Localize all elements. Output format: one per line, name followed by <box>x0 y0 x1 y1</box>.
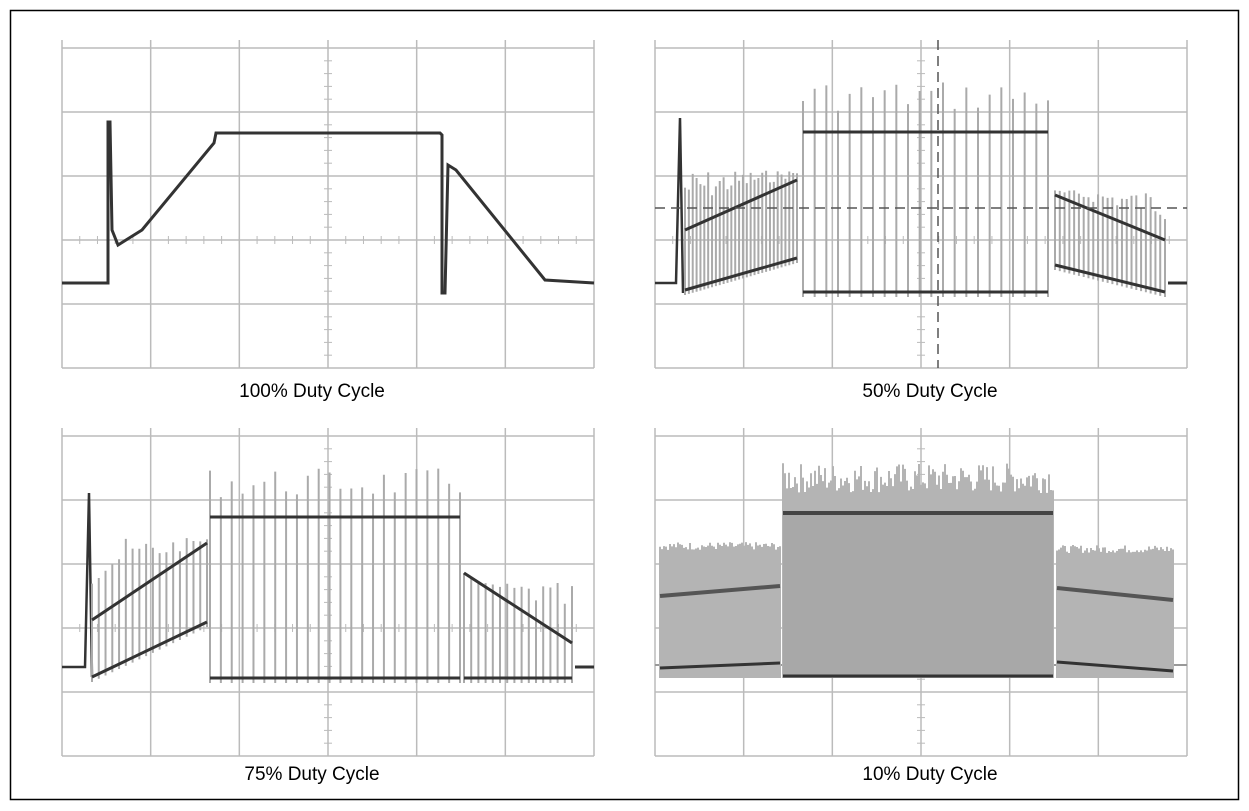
envelope <box>92 622 207 677</box>
caption: 100% Duty Cycle <box>239 381 385 402</box>
envelope <box>685 180 797 230</box>
trace <box>655 118 683 293</box>
scope-panel <box>62 40 594 368</box>
caption: 10% Duty Cycle <box>862 764 997 785</box>
page: {"panels": [{"caption": "100% Duty Cycle… <box>0 0 1249 811</box>
scope-panel <box>655 40 1187 368</box>
frame <box>11 11 1239 800</box>
envelope <box>92 543 207 620</box>
scope-panel <box>62 428 594 756</box>
envelope <box>685 258 797 290</box>
caption: 75% Duty Cycle <box>244 764 379 785</box>
envelope <box>1055 265 1165 292</box>
envelope <box>1055 195 1165 240</box>
pulse-block <box>783 513 1053 678</box>
envelope <box>464 573 572 643</box>
trace <box>62 493 92 677</box>
figure: 100% Duty Cycle 50% Duty Cycle 75% Duty … <box>0 0 1249 811</box>
caption: 50% Duty Cycle <box>862 381 997 402</box>
scope-panel <box>655 428 1187 756</box>
